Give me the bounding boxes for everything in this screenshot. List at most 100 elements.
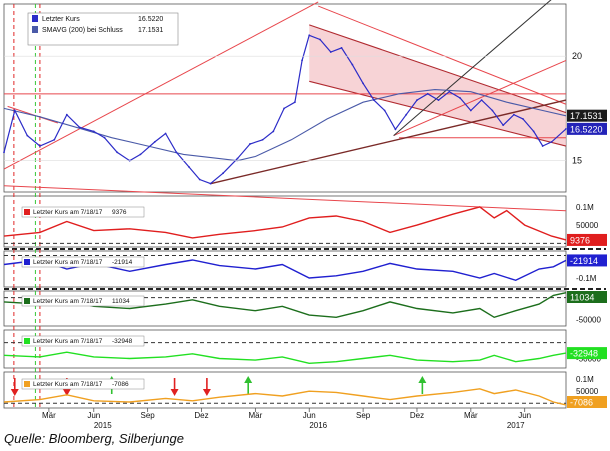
last-value-tag-box bbox=[567, 122, 607, 135]
price-point bbox=[550, 140, 553, 143]
price-point bbox=[26, 134, 29, 137]
panel-1-last-value-tag-box bbox=[567, 233, 607, 246]
steep-black-trendline bbox=[393, 0, 552, 136]
panel-4-last-value-tag-box bbox=[567, 347, 607, 360]
price-point bbox=[209, 182, 212, 185]
signal-arrow-head bbox=[62, 389, 71, 396]
price-point bbox=[480, 99, 483, 101]
panel-5-last-value-tag-box bbox=[567, 396, 607, 408]
panel-1-legend-label: Letzter Kurs am 7/18/17 bbox=[33, 209, 103, 216]
x-month-label: Jun bbox=[303, 411, 316, 420]
price-point bbox=[261, 138, 264, 141]
price-point bbox=[329, 51, 332, 53]
price-point bbox=[78, 126, 81, 129]
price-point bbox=[249, 143, 251, 145]
price-point bbox=[405, 113, 408, 116]
x-month-label: Dez bbox=[194, 411, 208, 420]
x-month-label: Jun bbox=[87, 411, 100, 420]
panel-4-legend-box bbox=[21, 335, 145, 347]
price-point bbox=[394, 128, 397, 131]
legend-value: 17.1531 bbox=[138, 27, 163, 34]
price-point bbox=[3, 151, 5, 154]
panel-2-series-line bbox=[3, 259, 567, 282]
panel-4-legend-value: -32948 bbox=[112, 338, 133, 345]
source-caption: Quelle: Bloomberg, Silberjunge bbox=[4, 431, 184, 446]
panel-5-last-value-tag-label: -7086 bbox=[570, 398, 593, 408]
panel-5-y-tick-label: 50000 bbox=[576, 387, 599, 396]
panel-1-y-tick-label: 50000 bbox=[576, 221, 599, 230]
x-year-label: 2015 bbox=[94, 421, 112, 430]
price-point bbox=[116, 151, 119, 154]
price-point bbox=[541, 145, 544, 147]
last-value-tag-label: 17.1531 bbox=[570, 111, 603, 121]
x-month-label: Sep bbox=[356, 411, 371, 420]
price-point bbox=[340, 46, 343, 49]
main-legend-box bbox=[27, 12, 179, 46]
price-point bbox=[383, 109, 386, 112]
price-point bbox=[513, 113, 515, 116]
panel-5-y-tick-label: 0.1M bbox=[576, 375, 594, 384]
panel-3-last-value-tag-label: 11034 bbox=[570, 293, 594, 303]
long-term-support-line bbox=[210, 99, 567, 185]
price-point bbox=[39, 145, 41, 147]
panel-1-legend-swatch bbox=[24, 209, 30, 215]
x-year-label: 2016 bbox=[309, 421, 327, 430]
panel-2-last-value-tag-box bbox=[567, 254, 607, 267]
price-point bbox=[222, 172, 224, 175]
trendline-overlays bbox=[3, 0, 567, 396]
panel-2-y-tick-label: -0.1M bbox=[576, 274, 597, 283]
price-point bbox=[522, 117, 524, 120]
panel-3-last-value-tag-box bbox=[567, 291, 607, 303]
panel-4-series-line bbox=[3, 351, 567, 365]
price-point bbox=[469, 109, 472, 112]
price-point bbox=[491, 109, 494, 112]
main-y-tick-label: 20 bbox=[572, 51, 582, 61]
panel-1-legend-value: 9376 bbox=[112, 209, 127, 216]
panel-3-legend-swatch bbox=[24, 298, 30, 304]
rising-trendline-a bbox=[3, 1, 319, 170]
panel-frame-4 bbox=[3, 329, 567, 369]
price-point bbox=[272, 130, 275, 133]
x-month-label: Mär bbox=[464, 411, 478, 420]
panel-4-legend-label: Letzter Kurs am 7/18/17 bbox=[33, 338, 103, 345]
price-point bbox=[13, 109, 16, 112]
last-value-tag-label: 16.5220 bbox=[570, 124, 603, 134]
panel-2-legend-swatch bbox=[24, 259, 30, 265]
x-month-label: Sep bbox=[141, 411, 156, 420]
panel-5-legend-box bbox=[21, 378, 145, 390]
panel-5-legend-label: Letzter Kurs am 7/18/17 bbox=[33, 381, 103, 388]
price-point bbox=[92, 130, 95, 133]
panel-3-legend-value: 11034 bbox=[112, 298, 130, 305]
panel-3-series-line bbox=[3, 292, 567, 319]
price-point bbox=[164, 132, 167, 135]
panel-4-legend-swatch bbox=[24, 338, 30, 344]
price-point bbox=[53, 138, 56, 141]
panel-frame-2 bbox=[3, 250, 567, 288]
panel-1-y-tick-label: 0.1M bbox=[576, 203, 594, 212]
price-point bbox=[372, 99, 375, 101]
signal-arrow-head bbox=[244, 376, 253, 383]
x-month-label: Jun bbox=[518, 411, 531, 420]
price-point bbox=[532, 130, 535, 133]
panel-5-series-line bbox=[3, 388, 567, 406]
price-point bbox=[416, 99, 418, 101]
channel-lower-line bbox=[309, 80, 567, 147]
signal-arrow-head bbox=[170, 389, 179, 396]
panel-3-y-tick-label: -50000 bbox=[576, 315, 601, 324]
panel-2-legend-value: -21914 bbox=[112, 259, 133, 266]
legend-swatch bbox=[32, 15, 38, 22]
axes: 15 20 17.1531 16.5220 0.1M 50000 9376 -0.1M -219… bbox=[4, 51, 607, 430]
x-year-label: 2017 bbox=[507, 421, 525, 430]
price-point bbox=[153, 140, 156, 143]
price-point bbox=[236, 157, 239, 160]
panel-3-legend-label: Letzter Kurs am 7/18/17 bbox=[33, 298, 103, 305]
price-point bbox=[502, 124, 505, 127]
panel-2-legend-box bbox=[21, 256, 145, 268]
legends: Letzter Kurs 16.5220 SMAVG (200) bei Schlu… bbox=[21, 12, 179, 390]
panel-frames bbox=[3, 3, 606, 409]
panel-1-last-value-tag-label: 9376 bbox=[570, 235, 590, 245]
panel-1-legend-box bbox=[21, 206, 145, 218]
price-point bbox=[308, 34, 311, 37]
main-y-tick-label: 15 bbox=[572, 156, 582, 166]
